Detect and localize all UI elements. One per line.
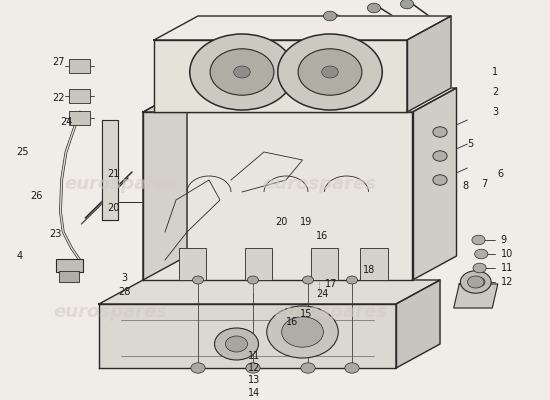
Bar [56,259,82,272]
Circle shape [367,3,381,13]
Text: 21: 21 [107,169,120,179]
Circle shape [323,11,337,21]
Text: 24: 24 [316,289,329,299]
Circle shape [473,263,486,273]
Bar [69,89,90,103]
Text: 16: 16 [286,317,298,327]
Circle shape [433,127,447,137]
Bar [360,248,388,280]
Text: 10: 10 [500,249,513,259]
Text: eurospares: eurospares [53,303,167,321]
Text: 9: 9 [500,235,507,245]
Circle shape [192,276,204,284]
Polygon shape [99,304,396,368]
Text: 5: 5 [468,139,474,149]
Circle shape [278,34,382,110]
Circle shape [214,328,258,360]
Bar [245,248,272,280]
Text: 13: 13 [248,375,260,385]
Circle shape [345,363,359,373]
Circle shape [267,306,338,358]
Text: 17: 17 [324,279,337,289]
Polygon shape [407,16,451,112]
Text: 20: 20 [275,217,287,227]
Text: 27: 27 [52,57,65,67]
Text: 11: 11 [248,351,260,361]
Circle shape [475,249,488,259]
Text: 15: 15 [300,309,312,319]
Text: 19: 19 [300,217,312,227]
Polygon shape [143,88,187,280]
Polygon shape [396,280,440,368]
Polygon shape [99,280,440,304]
Text: 24: 24 [60,117,73,127]
Text: 4: 4 [16,251,23,261]
Text: 12: 12 [248,363,260,373]
Polygon shape [143,88,456,112]
Polygon shape [412,88,456,280]
Text: 16: 16 [316,231,328,241]
Text: 6: 6 [498,169,504,179]
Text: 3: 3 [492,107,498,117]
Polygon shape [102,120,118,220]
Text: 12: 12 [500,277,513,287]
Bar [69,111,90,125]
Circle shape [433,151,447,161]
Polygon shape [143,112,412,280]
Text: eurospares: eurospares [262,175,376,193]
Circle shape [226,336,248,352]
Polygon shape [154,16,451,40]
Bar [69,59,90,73]
Circle shape [433,175,447,185]
Circle shape [322,66,338,78]
Text: 3: 3 [121,273,127,283]
Circle shape [472,277,485,287]
Text: 8: 8 [462,181,468,191]
Circle shape [468,276,484,288]
Circle shape [191,363,205,373]
Polygon shape [454,284,498,308]
Circle shape [472,235,485,245]
Text: 28: 28 [118,287,131,297]
Bar [311,248,338,280]
Circle shape [400,0,414,9]
Circle shape [190,34,294,110]
Bar [59,271,79,282]
Text: 20: 20 [107,203,120,213]
Circle shape [246,363,260,373]
Circle shape [301,363,315,373]
Text: 2: 2 [492,87,498,97]
Text: 11: 11 [500,263,513,273]
Text: 25: 25 [16,147,29,157]
Circle shape [298,49,362,95]
Circle shape [460,271,491,293]
Text: 18: 18 [363,265,375,275]
Text: 14: 14 [248,388,260,398]
Text: 1: 1 [492,67,498,77]
Text: 26: 26 [30,191,43,201]
Text: 23: 23 [50,229,62,239]
Circle shape [234,66,250,78]
Text: eurospares: eurospares [273,303,387,321]
Circle shape [302,276,313,284]
Text: 22: 22 [52,93,65,103]
Circle shape [248,276,258,284]
Circle shape [282,317,323,347]
Circle shape [346,276,358,284]
Polygon shape [154,40,407,112]
Text: eurospares: eurospares [64,175,178,193]
Text: 7: 7 [481,179,487,189]
Circle shape [210,49,274,95]
Bar [179,248,206,280]
